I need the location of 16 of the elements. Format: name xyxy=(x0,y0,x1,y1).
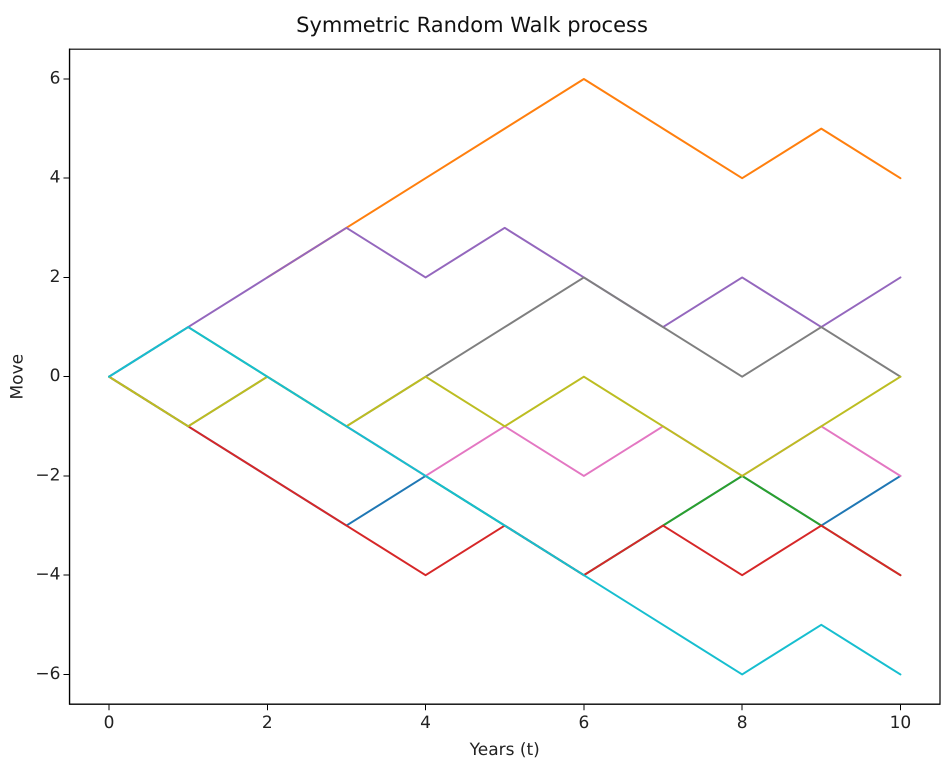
x-tick-label: 6 xyxy=(578,712,590,733)
y-tick-label: −2 xyxy=(35,465,60,486)
x-tick-label: 10 xyxy=(890,712,912,733)
x-tick-label: 4 xyxy=(420,712,432,733)
y-tick-label: −4 xyxy=(35,564,60,585)
x-tick-label: 8 xyxy=(736,712,748,733)
y-tick-label: 2 xyxy=(50,266,60,287)
y-tick-label: 4 xyxy=(50,168,60,188)
y-tick-label: 6 xyxy=(50,68,60,88)
y-axis-title: Move xyxy=(8,354,28,400)
x-tick-label: 0 xyxy=(104,712,114,733)
x-tick-label: 2 xyxy=(262,712,273,733)
chart-title: Symmetric Random Walk process xyxy=(296,13,648,38)
x-axis-title: Years (t) xyxy=(468,740,540,760)
y-tick-label: 0 xyxy=(50,366,60,386)
y-tick-label: −6 xyxy=(35,664,60,684)
